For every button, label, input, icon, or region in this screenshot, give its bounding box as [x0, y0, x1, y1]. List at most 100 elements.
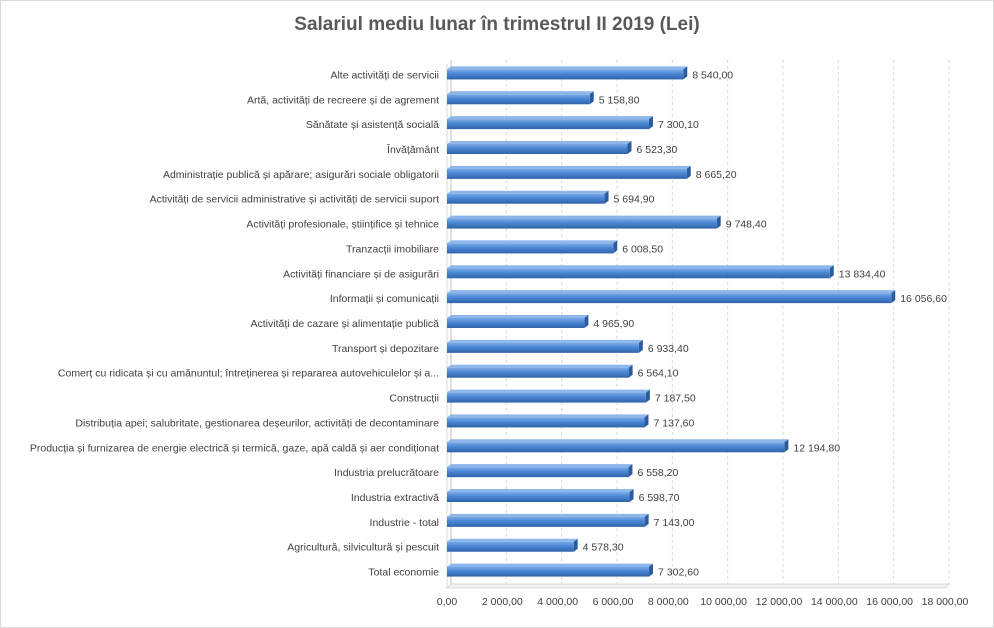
category-label: Activități de servicii administrative și…: [150, 194, 440, 206]
bar: [447, 119, 649, 130]
category-label: Distribuția apei; salubritate, gestionar…: [75, 417, 439, 429]
x-tick-label: 14 000,00: [811, 596, 858, 608]
chart-title: Salariul mediu lunar în trimestrul II 20…: [294, 14, 699, 35]
bar-top-face: [447, 116, 653, 120]
value-label: 6 558,20: [637, 467, 678, 479]
bar: [447, 218, 717, 229]
bar-side-face: [628, 364, 633, 378]
bar: [447, 268, 830, 279]
category-label: Transport și depozitare: [332, 343, 439, 355]
bar: [447, 243, 614, 254]
bar-side-face: [891, 290, 896, 304]
chart-floor: [445, 583, 951, 589]
bar-top-face: [447, 190, 609, 194]
bar-top-face: [447, 563, 654, 567]
bar-side-face: [829, 265, 834, 279]
category-label: Industria extractivă: [351, 492, 439, 504]
category-label: Total economie: [368, 567, 439, 579]
bar: [447, 417, 645, 428]
category-labels: Alte activități de servicii Artă, activit…: [30, 69, 439, 578]
bar-side-face: [649, 563, 654, 577]
bar-top-face: [447, 165, 691, 169]
value-label: 7 302,60: [658, 567, 699, 579]
bar-side-face: [627, 141, 632, 154]
bar-side-face: [629, 489, 634, 502]
bar: [447, 541, 574, 552]
x-tick-label: 16 000,00: [866, 596, 913, 608]
bar-side-face: [683, 66, 688, 80]
bar-top-face: [447, 339, 643, 343]
x-tick-label: 0,00: [437, 596, 458, 608]
bar-side-face: [604, 190, 609, 204]
bar-top-face: [447, 513, 649, 517]
bar-top-face: [447, 414, 649, 418]
bar-top-face: [447, 265, 834, 269]
bar-side-face: [573, 538, 578, 552]
bar-side-face: [644, 513, 649, 527]
value-label: 6 564,10: [638, 368, 679, 380]
value-label: 7 143,00: [654, 517, 695, 529]
category-label: Industrie - total: [370, 517, 439, 529]
bar: [447, 367, 629, 378]
bar-top-face: [447, 364, 633, 368]
bar: [447, 69, 684, 80]
category-label: Alte activități de servicii: [330, 69, 439, 81]
bar-top-face: [447, 464, 633, 468]
x-tick-label: 10 000,00: [700, 596, 747, 608]
value-label: 5 158,80: [599, 94, 640, 106]
bar-top-face: [447, 489, 634, 492]
x-tick-label: 4 000,00: [537, 596, 578, 608]
value-label: 8 665,20: [696, 169, 737, 181]
bar-side-face: [584, 315, 589, 328]
x-tick-label: 2 000,00: [482, 596, 523, 608]
bar: [447, 566, 650, 577]
value-label: 6 598,70: [639, 492, 680, 504]
value-label: 4 578,30: [583, 542, 624, 554]
bars: [447, 66, 896, 577]
bar-top-face: [447, 389, 650, 393]
value-label: 7 137,60: [653, 417, 694, 429]
x-tick-label: 6 000,00: [593, 596, 634, 608]
value-label: 6 008,50: [622, 243, 663, 255]
value-label: 7 187,50: [655, 393, 696, 405]
value-label: 6 933,40: [648, 343, 689, 355]
bar: [447, 168, 687, 179]
category-label: Activități financiare și de asigurări: [283, 268, 439, 280]
bar: [447, 516, 645, 527]
bar-top-face: [447, 439, 789, 443]
bar-side-face: [686, 165, 691, 179]
category-label: Agricultură, silvicultură și pescuit: [287, 542, 439, 554]
value-label: 8 540,00: [692, 69, 733, 81]
bar: [447, 492, 630, 502]
bar-top-face: [447, 240, 618, 244]
bar-side-face: [628, 464, 633, 478]
value-label: 4 965,90: [593, 318, 634, 330]
category-label: Artă, activități de recreere și de agrem…: [247, 94, 439, 106]
bar: [447, 392, 646, 403]
bar-top-face: [447, 538, 578, 542]
bar-side-face: [784, 439, 789, 453]
bar: [447, 442, 785, 453]
x-tick-label: 12 000,00: [756, 596, 803, 608]
bar-side-face: [644, 414, 649, 428]
value-labels: 8 540,00 5 158,80 7 300,10 6 523,30 8 665,20…: [583, 69, 947, 578]
category-label: Construcții: [389, 393, 439, 405]
category-label: Activități de cazare și alimentație publ…: [250, 318, 439, 330]
bar-top-face: [447, 315, 589, 318]
bar: [447, 94, 590, 105]
bar-top-face: [447, 215, 721, 219]
bar-top-face: [447, 290, 896, 294]
bar-side-face: [613, 240, 618, 254]
bar: [447, 318, 585, 328]
category-label: Comerț cu ridicata și cu amănuntul; într…: [58, 368, 439, 380]
category-label: Producția și furnizarea de energie elect…: [30, 442, 439, 454]
x-tick-labels: 0,00 2 000,00 4 000,00 6 000,00 8 000,00 10 0…: [437, 596, 969, 608]
value-label: 16 056,60: [900, 293, 947, 305]
bar: [447, 342, 639, 353]
category-label: Tranzacții imobiliare: [346, 243, 439, 255]
value-label: 12 194,80: [793, 442, 840, 454]
bar-side-face: [716, 215, 721, 229]
bar-side-face: [648, 116, 653, 130]
